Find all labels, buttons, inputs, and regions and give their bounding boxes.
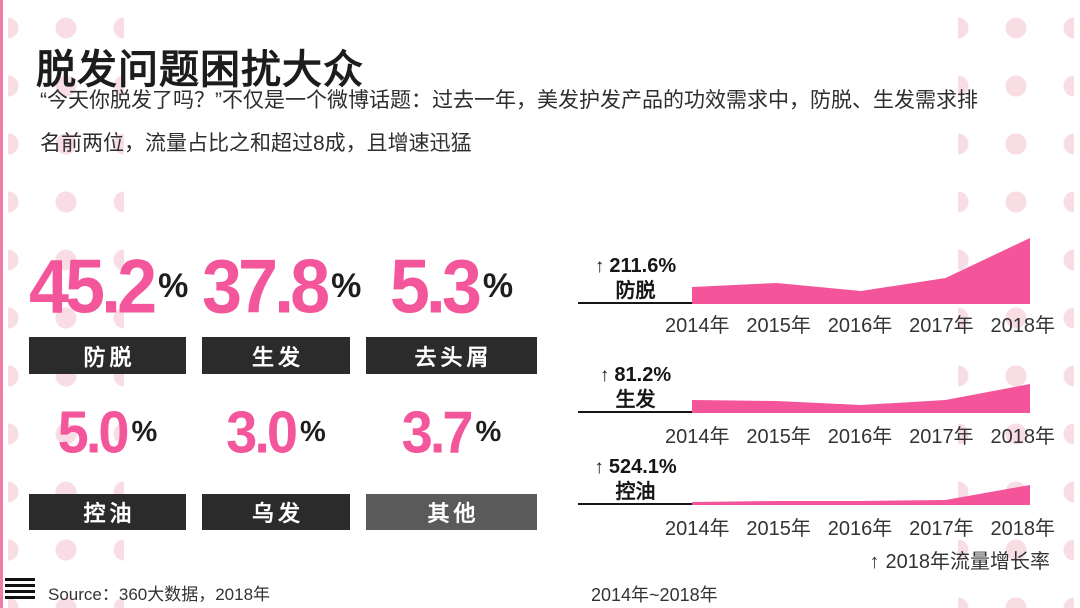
chart-series-name: 生发: [615, 389, 656, 411]
x-tick-label: 2015年: [746, 315, 811, 337]
stat-label-kongyou: 控油: [29, 494, 186, 530]
growth-value: ↑ 211.6%: [594, 255, 677, 277]
stat-value-wufa: 3.0%: [226, 398, 326, 466]
charts-caption: ↑ 2018年流量增长率: [869, 551, 1051, 573]
x-tick-label: 2016年: [827, 315, 893, 337]
chart-label-fangtuo: ↑ 211.6% 防脱: [578, 253, 693, 304]
stat-value-kongyou: 5.0%: [57, 398, 158, 466]
x-tick-label: 2017年: [909, 426, 974, 448]
decor-dots-right: [958, 0, 1074, 608]
area-chart-kongyou: [692, 485, 1030, 505]
up-arrow-icon: ↑: [599, 365, 610, 386]
x-axis-fangtuo: 2014年 2015年 2016年 2017年 2018年: [665, 309, 1055, 338]
period-note: 2014年~2018年: [591, 585, 718, 605]
stat-label-fangtuo: 防脱: [29, 337, 186, 374]
x-tick-label: 2018年: [990, 426, 1056, 448]
page-title: 脱发问题困扰大众: [36, 47, 364, 92]
x-tick-label: 2014年: [665, 518, 730, 540]
chart-series-name: 防脱: [615, 280, 656, 302]
stat-label-shengfa: 生发: [202, 337, 350, 374]
x-tick-label: 2014年: [665, 426, 730, 448]
hamburger-menu-icon[interactable]: [5, 578, 35, 602]
stat-label-wufa: 乌发: [202, 494, 350, 530]
x-tick-label: 2018年: [990, 315, 1056, 337]
chart-label-kongyou: ↑ 524.1% 控油: [578, 454, 693, 505]
source-note: Source：360大数据，2018年: [48, 585, 271, 604]
x-tick-label: 2015年: [746, 518, 811, 540]
description-line-1: “今天你脱发了吗？”不仅是一个微博话题：过去一年，美发护发产品的功效需求中，防脱…: [40, 89, 978, 112]
stat-value-qita: 3.7%: [401, 398, 502, 466]
x-axis-shengfa: 2014年 2015年 2016年 2017年 2018年: [665, 420, 1055, 449]
chart-label-shengfa: ↑ 81.2% 生发: [578, 362, 693, 413]
x-tick-label: 2016年: [827, 426, 893, 448]
stat-label-qutouxie: 去头屑: [366, 337, 537, 374]
x-tick-label: 2017年: [909, 315, 974, 337]
stat-value-shengfa: 37.8%: [202, 243, 362, 329]
growth-value: ↑ 81.2%: [599, 364, 672, 386]
up-arrow-icon: ↑: [594, 457, 604, 478]
stat-value-qutouxie: 5.3%: [389, 243, 514, 329]
page-description: “今天你脱发了吗？”不仅是一个微博话题：过去一年，美发护发产品的功效需求中，防脱…: [40, 79, 1040, 165]
stat-label-qita: 其他: [366, 494, 537, 530]
growth-value: ↑ 524.1%: [594, 456, 677, 478]
up-arrow-icon: ↑: [594, 256, 605, 277]
stat-value-fangtuo: 45.2%: [29, 243, 189, 329]
left-accent-line: [0, 0, 3, 608]
x-axis-kongyou: 2014年 2015年 2016年 2017年 2018年: [665, 512, 1055, 541]
area-chart-shengfa: [692, 384, 1030, 413]
area-chart-fangtuo: [692, 238, 1030, 304]
x-tick-label: 2018年: [990, 518, 1056, 540]
up-arrow-icon: ↑: [869, 551, 880, 573]
x-tick-label: 2015年: [746, 426, 811, 448]
chart-series-name: 控油: [615, 481, 656, 503]
x-tick-label: 2017年: [909, 518, 974, 540]
description-line-2: 名前两位，流量占比之和超过8成，且增速迅猛: [40, 132, 472, 155]
x-tick-label: 2016年: [827, 518, 893, 540]
x-tick-label: 2014年: [665, 315, 730, 337]
demand-share-stats: 45.2% 37.8% 5.3% 防脱 生发 去头屑 5.0% 3.0% 3.7…: [29, 240, 538, 530]
